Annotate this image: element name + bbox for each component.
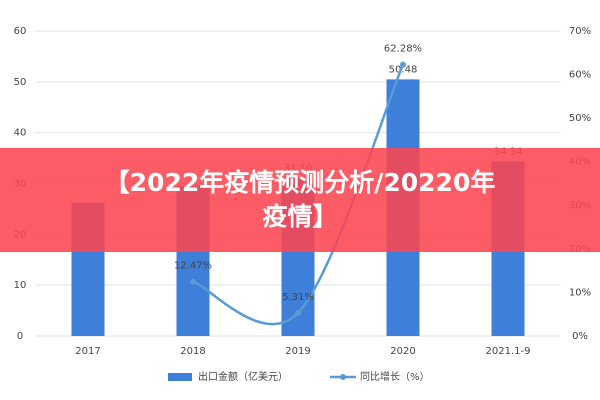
- data-label: 62.28%: [384, 44, 422, 55]
- y-tick-label: 10: [14, 280, 27, 291]
- y2-tick-label: 50%: [569, 113, 591, 124]
- y-tick-label: 60: [14, 26, 27, 37]
- x-tick-label: 2017: [75, 346, 100, 357]
- banner-title: 疫情】: [262, 202, 337, 231]
- x-tick-label: 2019: [285, 346, 310, 357]
- y2-tick-label: 10%: [569, 287, 591, 298]
- y-tick-label: 50: [14, 77, 27, 88]
- legend-label: 出口金额（亿美元）: [198, 370, 288, 383]
- line: [192, 64, 405, 326]
- y2-tick-label: 60%: [569, 70, 591, 81]
- banner: [0, 148, 600, 252]
- y-tick-label: 0: [17, 331, 23, 342]
- y2-tick-label: 70%: [569, 26, 591, 37]
- x-tick-label: 2020: [390, 346, 415, 357]
- y-tick-label: 40: [14, 128, 27, 139]
- legend-swatch: [340, 374, 346, 380]
- line-point: [400, 61, 406, 68]
- x-tick-label: 2021.1-9: [486, 346, 531, 357]
- legend-swatch: [168, 373, 192, 381]
- data-label: 12.47%: [174, 261, 212, 272]
- legend-label: 同比增长（%）: [360, 370, 430, 383]
- line-point: [295, 309, 301, 316]
- y2-tick-label: 0%: [572, 331, 588, 342]
- data-label: 5.31%: [282, 292, 314, 303]
- line-point: [190, 278, 196, 285]
- x-tick-label: 2018: [180, 346, 205, 357]
- banner-title: 【2022年疫情预测分析/20220年: [105, 168, 496, 197]
- data-label: 50.48: [389, 64, 418, 75]
